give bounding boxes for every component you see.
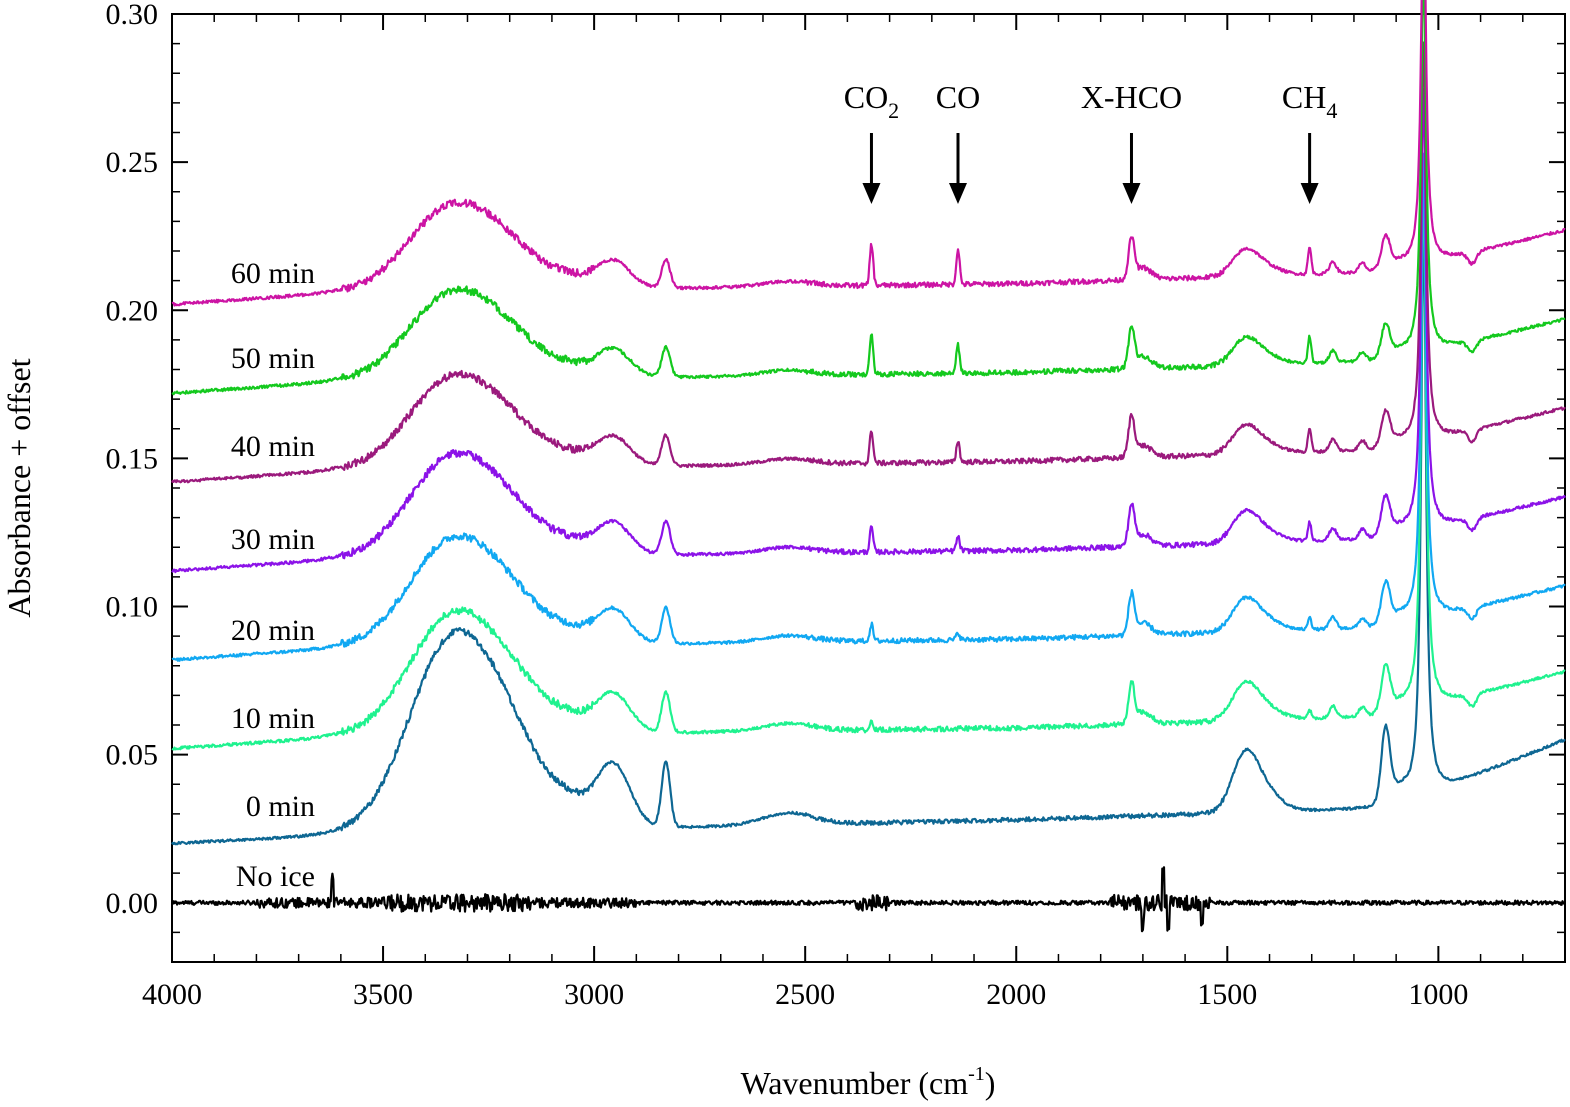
y-tick-label: 0.10 (106, 591, 159, 624)
series-line-60-min (171, 0, 1566, 307)
series-line-40-min (171, 41, 1566, 484)
x-axis-title: Wavenumber (cm-1) (741, 1063, 996, 1101)
series-line-no-ice (170, 866, 1566, 933)
axis-ticks: 4000 3500 3000 2500 2000 1500 1000 0.00 0.05 0.10… (106, 0, 1565, 1011)
series-line-50-min (171, 0, 1566, 396)
x-tick-label: 1500 (1197, 978, 1257, 1011)
series-lines (170, 0, 1566, 933)
x-tick-label: 1000 (1408, 978, 1468, 1011)
series-label: 30 min (231, 523, 315, 556)
series-line-0-min (171, 228, 1566, 846)
y-axis-title: Absorbance + offset (1, 358, 37, 617)
plot-frame (171, 13, 1566, 963)
annotation-x-hco-arrow-head (1122, 183, 1141, 204)
annotation-co2-label: CO2 (844, 79, 899, 123)
annotation-ch4-arrow-head (1300, 183, 1319, 204)
y-tick-label: 0.00 (106, 887, 159, 920)
series-labels: No ice 0 min 10 min 20 min 30 min 40 min 50 mi… (231, 257, 315, 893)
y-tick-label: 0.15 (106, 442, 159, 475)
y-tick-label: 0.20 (106, 294, 159, 327)
series-label: 0 min (246, 790, 315, 823)
series-label: 10 min (231, 702, 315, 735)
x-tick-label: 3000 (564, 978, 624, 1011)
annotation-co-arrow-head (948, 183, 967, 204)
annotation-ch4-label: CH4 (1282, 79, 1337, 123)
y-tick-label: 0.25 (106, 146, 159, 179)
annotation-x-hco-label: X-HCO (1081, 79, 1182, 115)
x-tick-label: 4000 (142, 978, 202, 1011)
series-line-30-min (171, 87, 1566, 574)
series-label: 60 min (231, 257, 315, 290)
series-label: 50 min (231, 342, 315, 375)
annotation-co2-arrow-head (862, 183, 881, 204)
series-line-20-min (171, 152, 1566, 662)
annotation-co-label: CO (936, 79, 980, 115)
series-line-10-min (171, 180, 1566, 751)
species-annotations: CO2 CO X-HCO CH4 (844, 79, 1337, 204)
y-tick-label: 0.05 (106, 739, 159, 772)
x-tick-label: 2000 (986, 978, 1046, 1011)
x-tick-label: 2500 (775, 978, 835, 1011)
series-label: No ice (236, 860, 315, 893)
x-tick-label: 3500 (353, 978, 413, 1011)
series-label: 20 min (231, 614, 315, 647)
series-label: 40 min (231, 430, 315, 463)
y-tick-label: 0.30 (106, 0, 159, 31)
